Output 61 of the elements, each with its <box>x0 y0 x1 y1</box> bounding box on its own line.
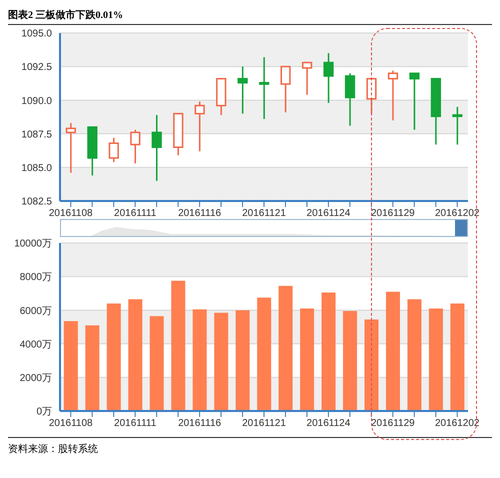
bar <box>386 292 400 411</box>
y-tick-label: 1087.5 <box>21 129 52 140</box>
candlestick <box>344 72 356 126</box>
x-tick-label: 20161111 <box>114 208 157 220</box>
bar <box>85 325 100 411</box>
bar <box>192 309 207 411</box>
bar <box>428 308 443 411</box>
bar <box>214 312 228 411</box>
bar <box>128 299 142 411</box>
y-tick-label: 0万 <box>36 406 52 418</box>
candlestick <box>238 66 248 114</box>
y-tick-label: 10000万 <box>14 238 52 250</box>
candlestick <box>302 62 312 96</box>
y-tick-label: 2000万 <box>20 372 52 384</box>
candlestick <box>152 114 162 182</box>
candlestick <box>130 129 140 164</box>
bar <box>343 311 358 411</box>
x-tick-label: 20161121 <box>242 418 286 430</box>
candlestick <box>194 100 205 152</box>
bar <box>106 303 121 411</box>
candlestick <box>66 122 76 174</box>
bar <box>150 316 164 411</box>
y-tick-label: 1092.5 <box>21 62 52 74</box>
bar <box>322 292 336 411</box>
chart-title: 图表2 三板做市下跌0.01% <box>8 8 492 25</box>
x-tick-label: 20161202 <box>435 418 480 430</box>
y-tick-label: 1095.0 <box>21 28 52 40</box>
bar <box>407 299 422 411</box>
x-tick-label: 20161116 <box>178 418 222 430</box>
x-tick-label: 20161108 <box>48 208 94 220</box>
y-tick-label: 1082.5 <box>21 196 52 208</box>
candlestick <box>259 56 270 120</box>
x-tick-label: 20161116 <box>178 208 222 220</box>
candlestick <box>108 137 119 163</box>
y-tick-label: 8000万 <box>20 272 52 284</box>
candlestick <box>452 106 462 146</box>
x-tick-label: 20161124 <box>306 418 351 430</box>
text: 资料来源：股转系统 <box>8 442 99 456</box>
candlestick <box>323 52 334 104</box>
x-tick-label: 20161129 <box>370 418 416 430</box>
y-tick-label: 4000万 <box>20 339 52 350</box>
x-tick-label: 20161111 <box>114 418 157 430</box>
bar <box>236 310 250 411</box>
candlestick <box>388 70 398 122</box>
bar <box>278 286 293 411</box>
bar <box>300 308 314 411</box>
candlestick <box>280 66 291 114</box>
bar <box>171 280 186 411</box>
x-tick-label: 20161202 <box>435 208 480 220</box>
bar <box>257 298 272 411</box>
x-tick-label: 20161108 <box>48 418 94 430</box>
y-tick-label: 6000万 <box>20 306 52 317</box>
y-tick-label: 1085.0 <box>21 162 52 174</box>
bar <box>450 303 464 411</box>
y-tick-label: 1090.0 <box>21 96 52 107</box>
x-tick-label: 20161121 <box>242 208 286 220</box>
candlestick <box>409 72 420 131</box>
x-tick-label: 20161124 <box>306 208 351 220</box>
bar <box>364 319 378 411</box>
x-tick-label: 20161129 <box>370 208 416 220</box>
bar <box>64 321 78 411</box>
